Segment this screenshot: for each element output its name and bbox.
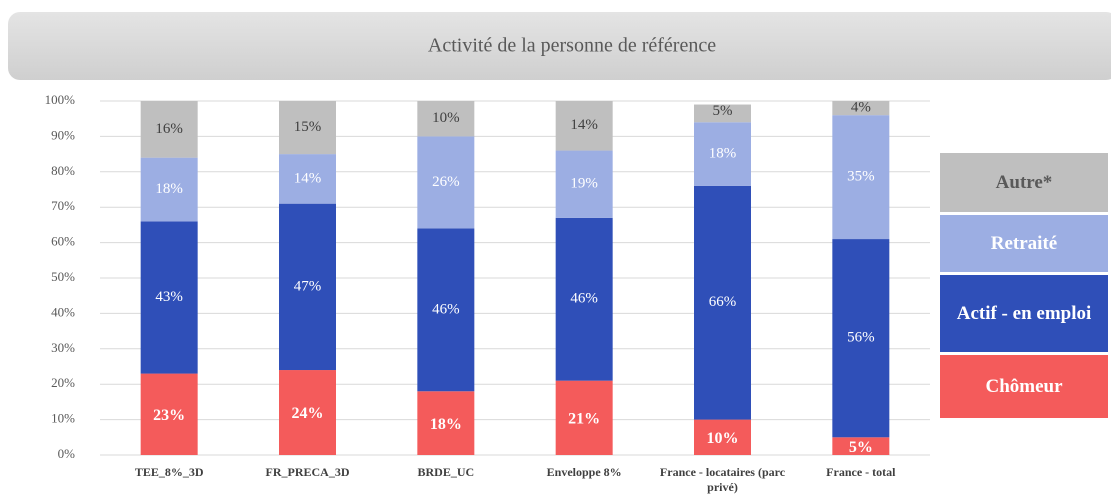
data-label: 14% [570, 117, 598, 133]
data-label: 35% [847, 169, 875, 185]
bar-segment [417, 101, 475, 137]
y-tick-label: 0% [58, 446, 76, 461]
data-label: 15% [294, 119, 322, 135]
data-label: 10% [432, 110, 460, 126]
bar-segment [694, 122, 751, 186]
y-tick-label: 50% [51, 269, 75, 284]
y-tick-label: 100% [45, 92, 76, 107]
data-label: 47% [294, 278, 322, 294]
data-label: 56% [847, 330, 875, 346]
data-label: 23% [153, 407, 185, 424]
chart-title: Activité de la personne de référence [428, 35, 716, 57]
legend-entry: Retraité [940, 215, 1108, 272]
data-label: 24% [292, 405, 324, 422]
bar-segment [832, 239, 890, 438]
x-tick-label: France - locataires (parc privé) [659, 465, 786, 494]
data-label: 18% [155, 181, 183, 197]
bar-segment [417, 391, 475, 455]
legend-entry: Autre* [940, 153, 1108, 212]
data-label: 43% [155, 289, 183, 305]
data-label: 14% [294, 170, 322, 186]
data-label: 10% [707, 430, 739, 447]
legend-entry: Actif - en emploi [940, 275, 1108, 352]
y-tick-label: 20% [51, 375, 75, 390]
y-tick-label: 10% [51, 411, 75, 426]
bar-segment [694, 419, 751, 455]
data-label: 21% [568, 411, 600, 428]
bar-segment [279, 154, 336, 204]
y-tick-label: 40% [51, 304, 75, 319]
bar-segment [417, 136, 475, 229]
bar-segment [140, 373, 198, 455]
y-tick-label: 30% [51, 340, 75, 355]
bar-segment [279, 370, 336, 455]
bar-segment [555, 150, 613, 218]
bar-segment [555, 380, 613, 455]
bar-segment [832, 115, 890, 240]
data-label: 66% [709, 294, 737, 310]
bar-segment [832, 437, 890, 455]
data-label: 26% [432, 174, 460, 190]
title-banner [8, 12, 1111, 80]
data-label: 19% [570, 176, 598, 192]
bar-segment [279, 101, 336, 155]
bar-segment [140, 101, 198, 158]
data-label: 5% [713, 103, 733, 119]
bar-segment [555, 101, 613, 151]
bar-segment [140, 221, 198, 374]
bar-segment [832, 101, 890, 116]
bar-segment [417, 228, 475, 392]
y-tick-label: 70% [51, 198, 75, 213]
x-tick-label: Enveloppe 8% [546, 465, 622, 479]
data-label: 4% [851, 99, 871, 115]
bar-segment [279, 203, 336, 371]
x-tick-label: TEE_8%_3D [134, 465, 204, 479]
bar-segment [694, 185, 751, 420]
data-label: 16% [155, 121, 183, 137]
legend-entry: Chômeur [940, 355, 1108, 418]
bar-segment [555, 217, 613, 381]
data-label: 46% [570, 291, 598, 307]
x-tick-label: France - total [826, 465, 896, 479]
bar-segment [140, 157, 198, 222]
y-tick-label: 90% [51, 127, 75, 142]
y-tick-label: 60% [51, 234, 75, 249]
x-tick-label: FR_PRECA_3D [265, 465, 350, 479]
data-label: 46% [432, 301, 460, 317]
bar-segment [694, 104, 751, 123]
y-tick-label: 80% [51, 163, 75, 178]
data-label: 18% [709, 146, 737, 162]
x-tick-label: BRDE_UC [417, 465, 475, 479]
data-label: 5% [849, 439, 873, 456]
data-label: 18% [430, 416, 462, 433]
